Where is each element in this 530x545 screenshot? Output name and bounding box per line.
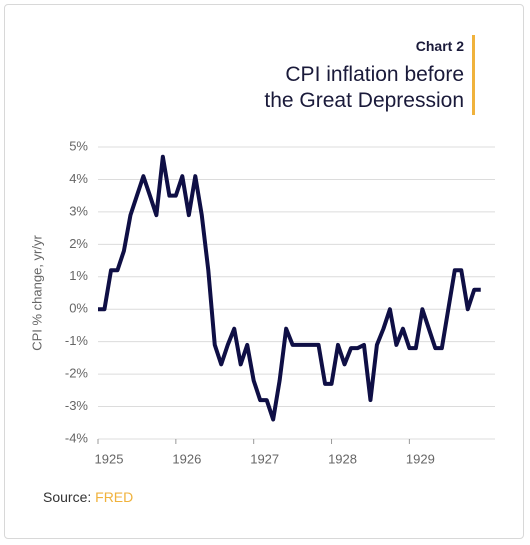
y-tick-label: 5% [69, 138, 88, 153]
y-tick-label: -2% [65, 366, 89, 381]
y-tick-label: 1% [69, 268, 88, 283]
x-tick-label: 1926 [172, 451, 201, 466]
x-tick-label: 1928 [328, 451, 357, 466]
y-tick-label: 0% [69, 301, 88, 316]
y-tick-label: 3% [69, 203, 88, 218]
card [4, 4, 524, 539]
line-series [98, 154, 481, 422]
x-tick-label: 1927 [250, 451, 279, 466]
x-tick-label: 1929 [406, 451, 435, 466]
y-tick-label: -4% [65, 430, 89, 445]
chart-kicker: Chart 2 [415, 38, 464, 54]
accent-bar [472, 35, 475, 115]
y-tick-label: -1% [65, 333, 89, 348]
y-tick-label: -3% [65, 398, 89, 413]
x-tick-label: 1925 [95, 451, 124, 466]
y-tick-label: 4% [69, 171, 88, 186]
y-tick-label: 2% [69, 236, 88, 251]
y-axis-label: CPI % change, yr/yr [29, 235, 44, 351]
source-link: FRED [95, 489, 134, 505]
chart-title: CPI inflation before the Great Depressio… [264, 63, 464, 112]
source-label: Source: [43, 489, 92, 505]
source: Source: FRED [43, 489, 133, 505]
